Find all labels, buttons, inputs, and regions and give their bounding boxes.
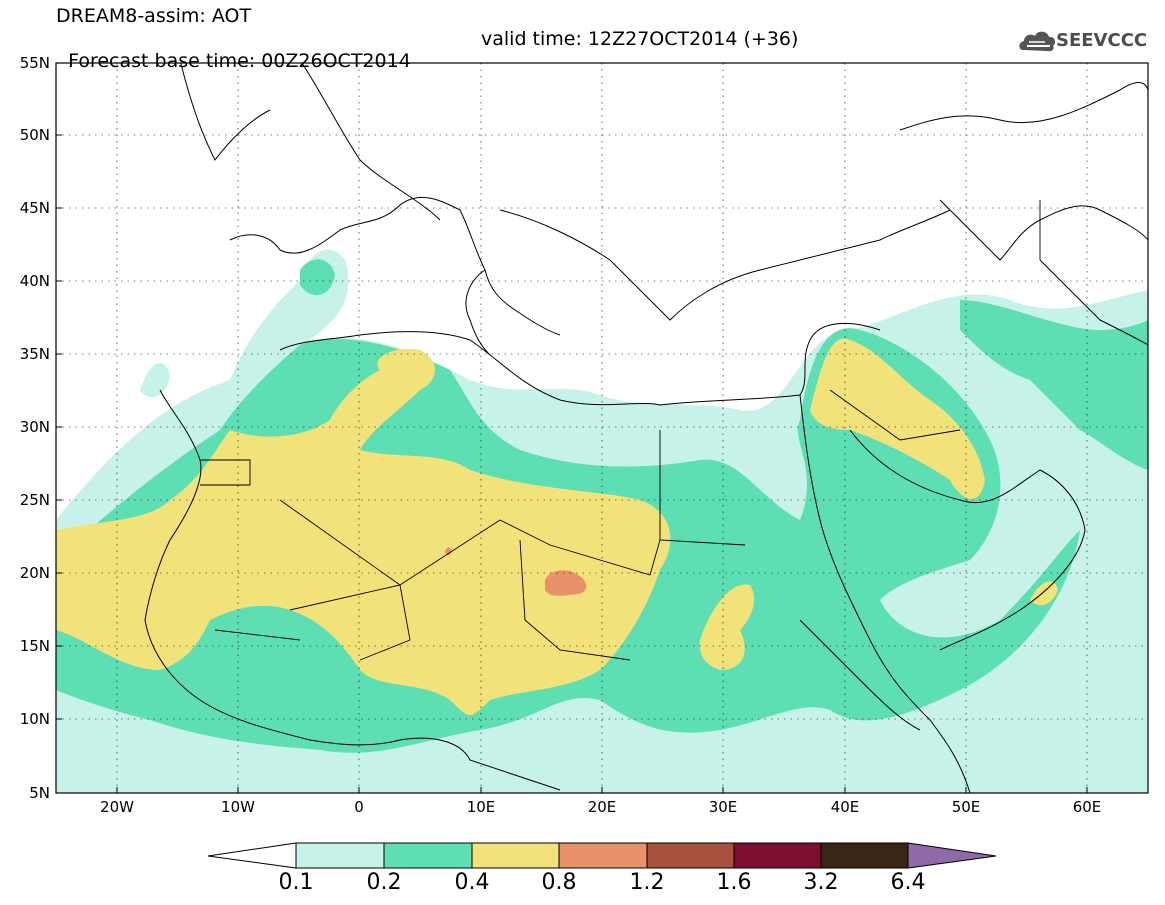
aot-fields bbox=[56, 63, 1148, 793]
colorbar-label: 1.6 bbox=[716, 870, 752, 895]
colorbar bbox=[207, 842, 997, 869]
coastlines bbox=[144, 63, 1148, 793]
lat-label: 20N bbox=[20, 564, 50, 582]
colorbar-label: 0.4 bbox=[454, 870, 490, 895]
lon-label: 30E bbox=[709, 798, 738, 816]
colorbar-arrow-high bbox=[907, 842, 997, 869]
lon-label: 20W bbox=[100, 798, 134, 816]
lat-label: 25N bbox=[20, 491, 50, 509]
lon-label: 0 bbox=[354, 798, 364, 816]
colorbar-label: 6.4 bbox=[890, 870, 926, 895]
forecast-base-time: Forecast base time: 00Z26OCT2014 bbox=[68, 50, 411, 72]
country-borders bbox=[200, 200, 1041, 661]
forecast-times: Forecast base time: 00Z26OCT2014 valid t… bbox=[56, 28, 798, 94]
lat-label: 35N bbox=[20, 345, 50, 363]
lon-label: 10W bbox=[221, 798, 255, 816]
lon-labels: 20W 10W 0 10E 20E 30E 40E 50E 60E bbox=[100, 798, 1101, 816]
lon-label: 60E bbox=[1073, 798, 1102, 816]
lat-label: 45N bbox=[20, 199, 50, 217]
lat-labels: 55N 50N 45N 40N 35N 30N 25N 20N 15N 10N … bbox=[20, 54, 50, 802]
colorbar-swatch bbox=[471, 842, 560, 869]
colorbar-swatch bbox=[646, 842, 735, 869]
lat-tick-marks bbox=[56, 62, 62, 794]
colorbar-label: 1.2 bbox=[629, 870, 665, 895]
lat-label: 30N bbox=[20, 418, 50, 436]
colorbar-swatch bbox=[558, 842, 648, 869]
lat-label: 15N bbox=[20, 637, 50, 655]
cloud-icon bbox=[1019, 31, 1056, 52]
colorbar-swatch bbox=[295, 842, 385, 869]
lat-label: 55N bbox=[20, 54, 50, 72]
lat-label: 10N bbox=[20, 710, 50, 728]
colorbar-label: 3.2 bbox=[803, 870, 839, 895]
colorbar-label: 0.8 bbox=[541, 870, 577, 895]
lat-label: 5N bbox=[29, 784, 50, 802]
colorbar-swatch bbox=[820, 842, 909, 869]
colorbar-arrow-low bbox=[207, 842, 297, 869]
map-title: DREAM8-assim: AOT bbox=[56, 5, 252, 27]
lat-label: 40N bbox=[20, 272, 50, 290]
lat-label: 50N bbox=[20, 126, 50, 144]
lon-tick-marks bbox=[116, 787, 1088, 793]
lon-label: 10E bbox=[467, 798, 496, 816]
gridlines bbox=[56, 63, 1148, 793]
colorbar-swatch bbox=[383, 842, 473, 869]
colorbar-swatch bbox=[733, 842, 822, 869]
lon-label: 40E bbox=[831, 798, 860, 816]
lon-label: 50E bbox=[952, 798, 981, 816]
logo-text: SEEVCCC bbox=[1056, 30, 1148, 51]
colorbar-label: 0.2 bbox=[366, 870, 402, 895]
valid-time: valid time: 12Z27OCT2014 (+36) bbox=[481, 28, 799, 50]
aot-level-0-4 bbox=[56, 338, 1058, 715]
lon-label: 20E bbox=[588, 798, 617, 816]
colorbar-label: 0.1 bbox=[278, 870, 314, 895]
